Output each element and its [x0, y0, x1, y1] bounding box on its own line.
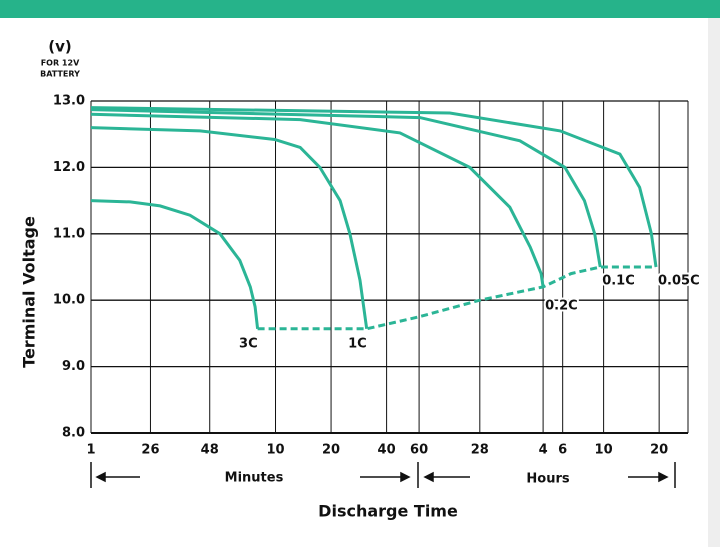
- x-tick-label: 28: [471, 443, 489, 458]
- series-label: 1C: [348, 336, 367, 351]
- top-bar: [0, 0, 720, 18]
- group-label: Hours: [526, 472, 569, 487]
- series-label: 0.2C: [545, 298, 578, 313]
- x-tick-label: 10: [266, 443, 284, 458]
- y-tick-label: 10.0: [53, 293, 85, 308]
- y-axis-title: Terminal Voltage: [20, 216, 39, 368]
- y-tick-label: 13.0: [53, 94, 85, 109]
- line: [90, 108, 602, 268]
- scroll-strip: [708, 18, 720, 547]
- x-tick-label: 20: [650, 443, 668, 458]
- x-axis-title: Discharge Time: [318, 502, 458, 521]
- x-tick-label: 20: [322, 443, 340, 458]
- line: [90, 199, 260, 329]
- y-tick-label: 12.0: [53, 160, 85, 175]
- line: [90, 106, 658, 268]
- line: [90, 112, 545, 288]
- line: [90, 126, 369, 330]
- series-label: 0.05C: [658, 274, 700, 289]
- x-tick-label: 4: [539, 443, 548, 458]
- y-tick-label: 8.0: [62, 426, 85, 441]
- x-tick-label: 48: [201, 443, 219, 458]
- x-tick-label: 60: [410, 443, 428, 458]
- y-tick-label: 11.0: [53, 226, 85, 241]
- y-note: BATTERY: [40, 70, 80, 79]
- x-tick-label: 6: [558, 443, 567, 458]
- x-tick-label: 10: [595, 443, 613, 458]
- y-note: FOR 12V: [41, 59, 80, 68]
- series-label: 0.1C: [602, 274, 635, 289]
- y-unit: (v): [48, 38, 72, 56]
- series-label: 3C: [239, 336, 258, 351]
- line: [257, 265, 656, 331]
- x-tick-label: 40: [378, 443, 396, 458]
- group-label: Minutes: [225, 471, 284, 486]
- x-tick-label: 26: [141, 443, 159, 458]
- y-tick-label: 9.0: [62, 359, 85, 374]
- x-tick-label: 1: [86, 443, 95, 458]
- group-brackets: [90, 462, 676, 488]
